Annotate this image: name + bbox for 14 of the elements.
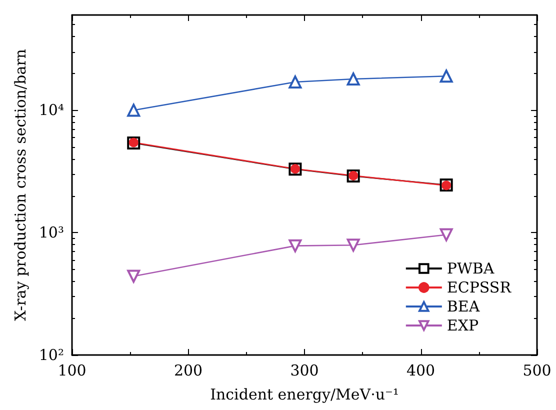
- y-tick-label: 10³: [38, 224, 64, 242]
- x-tick-label: 300: [290, 362, 319, 380]
- legend-label: EXP: [446, 316, 479, 334]
- x-tick-label: 100: [58, 362, 86, 380]
- x-tick-label: 200: [174, 362, 203, 380]
- legend-label: ECPSSR: [446, 278, 512, 296]
- y-tick-label: 10⁴: [38, 101, 64, 120]
- x-tick-label: 500: [522, 362, 552, 380]
- legend-label: PWBA: [446, 260, 494, 278]
- x-tick-label: 400: [406, 362, 436, 380]
- y-tick-label: 10²: [38, 346, 64, 364]
- y-axis-title: X-ray production cross section/barn: [12, 48, 30, 322]
- x-axis-title: Incident energy/MeV·u⁻¹: [210, 386, 399, 404]
- legend-label: BEA: [446, 298, 480, 316]
